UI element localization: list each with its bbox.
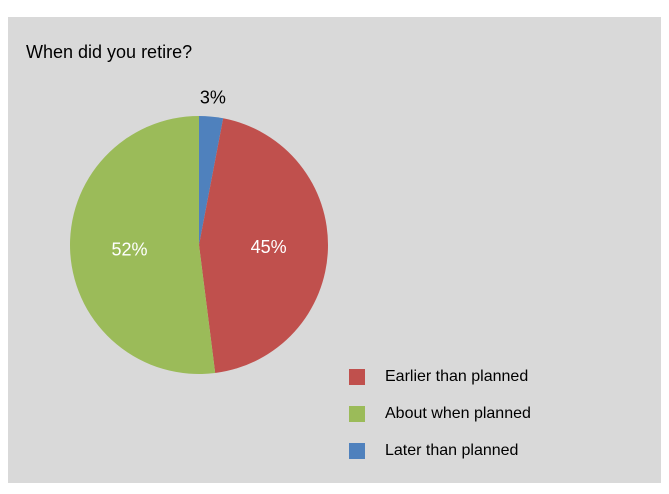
chart-title: When did you retire? xyxy=(26,42,193,62)
legend-label-later: Later than planned xyxy=(385,441,519,459)
pie-slice-earlier xyxy=(199,118,328,373)
data-label-earlier: 45% xyxy=(251,237,287,257)
pie-slice-about xyxy=(70,116,216,374)
legend-item-later: Later than planned xyxy=(349,432,531,469)
legend-item-about: About when planned xyxy=(349,395,531,432)
legend-label-earlier: Earlier than planned xyxy=(385,367,529,385)
legend: Earlier than planned About when planned … xyxy=(349,358,531,469)
legend-item-earlier: Earlier than planned xyxy=(349,358,531,395)
legend-swatch-earlier xyxy=(349,368,365,385)
pie-slice-later xyxy=(199,116,224,245)
data-label-later: 3% xyxy=(200,88,226,108)
data-label-about: 52% xyxy=(111,239,147,259)
legend-swatch-about xyxy=(349,405,365,422)
legend-label-about: About when planned xyxy=(385,404,531,422)
legend-swatch-later xyxy=(349,442,365,459)
